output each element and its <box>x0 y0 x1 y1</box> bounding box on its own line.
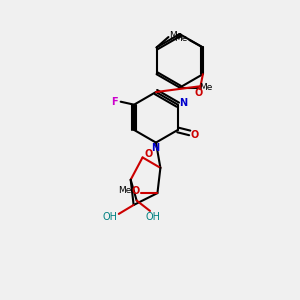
Text: N: N <box>151 143 159 153</box>
Text: O: O <box>194 88 202 98</box>
Text: O: O <box>191 130 199 140</box>
Text: Me: Me <box>118 186 131 195</box>
Text: Me: Me <box>169 31 183 40</box>
Text: OH: OH <box>103 212 118 222</box>
Text: Me: Me <box>199 83 213 92</box>
Text: N: N <box>179 98 187 108</box>
Text: F: F <box>111 97 118 107</box>
Text: O: O <box>132 186 140 196</box>
Text: O: O <box>145 149 153 160</box>
Text: Me: Me <box>175 34 188 43</box>
Text: OH: OH <box>146 212 160 222</box>
